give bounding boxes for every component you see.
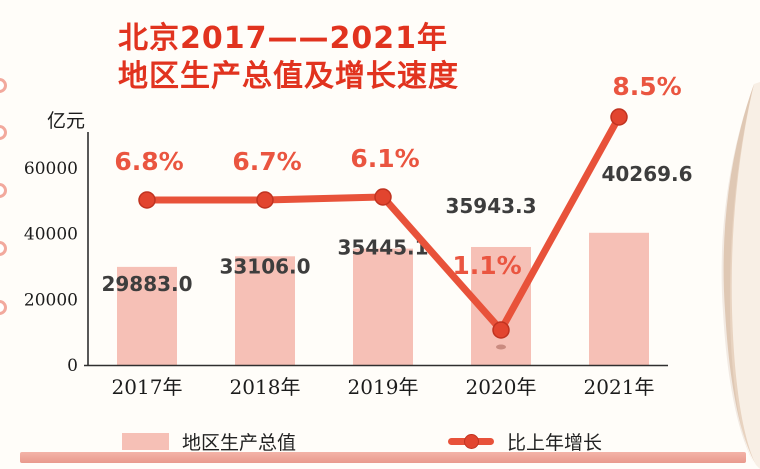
- growth-value-label: 8.5%: [612, 72, 681, 101]
- growth-value-label: 6.8%: [114, 147, 183, 176]
- y-tick-label: 20000: [24, 290, 78, 310]
- x-axis-label: 2018年: [230, 375, 301, 399]
- bar-swatch-icon: [122, 433, 169, 450]
- gdp-value-label: 40269.6: [601, 162, 692, 186]
- bottom-strip-decoration: [20, 452, 746, 463]
- line-marker: [610, 108, 628, 126]
- gdp-value-label: 35943.3: [445, 194, 536, 218]
- page-curl-decoration: [721, 82, 760, 469]
- legend-item-gdp: 地区生产总值: [122, 428, 296, 455]
- growth-value-label: 6.7%: [232, 147, 301, 176]
- line-marker: [492, 321, 510, 339]
- legend-label-growth: 比上年增长: [507, 432, 603, 454]
- x-axis-label: 2019年: [348, 375, 419, 399]
- line-dot-icon: [464, 434, 479, 449]
- growth-value-label: 1.1%: [452, 251, 521, 280]
- x-axis-label: 2020年: [466, 375, 537, 399]
- legend-label-gdp: 地区生产总值: [182, 432, 297, 454]
- gdp-bar: [235, 256, 295, 365]
- line-swatch-icon: [448, 434, 494, 449]
- y-axis-unit-label: 亿元: [47, 110, 85, 132]
- chart-title: 北京2017——2021年 地区生产总值及增长速度: [118, 20, 459, 97]
- binder-hole-icon: [0, 183, 7, 198]
- gdp-value-label: 35445.1: [337, 236, 428, 260]
- line-marker: [374, 188, 392, 206]
- gdp-value-label: 29883.0: [101, 272, 192, 296]
- gdp-bar: [353, 248, 413, 365]
- growth-value-label: 6.1%: [350, 144, 419, 173]
- binder-hole-icon: [0, 241, 7, 256]
- x-axis-label: 2021年: [584, 375, 655, 399]
- y-tick-label: 40000: [24, 225, 78, 245]
- y-tick-label: 60000: [24, 159, 78, 179]
- gdp-bar: [589, 232, 649, 365]
- chart-title-line2: 地区生产总值及增长速度: [118, 59, 459, 95]
- gdp-bar: [117, 266, 177, 365]
- binder-hole-icon: [0, 78, 7, 93]
- y-tick-label: 0: [67, 356, 78, 376]
- x-axis-label: 2017年: [112, 375, 183, 399]
- line-marker: [256, 191, 274, 209]
- binder-hole-icon: [0, 125, 7, 140]
- gdp-value-label: 33106.0: [219, 254, 310, 278]
- binder-hole-icon: [0, 300, 7, 315]
- chart-title-line1: 北京2017——2021年: [118, 21, 448, 56]
- legend-item-growth: 比上年增长: [448, 428, 602, 455]
- line-marker: [138, 191, 156, 209]
- marker-shadow: [496, 344, 506, 350]
